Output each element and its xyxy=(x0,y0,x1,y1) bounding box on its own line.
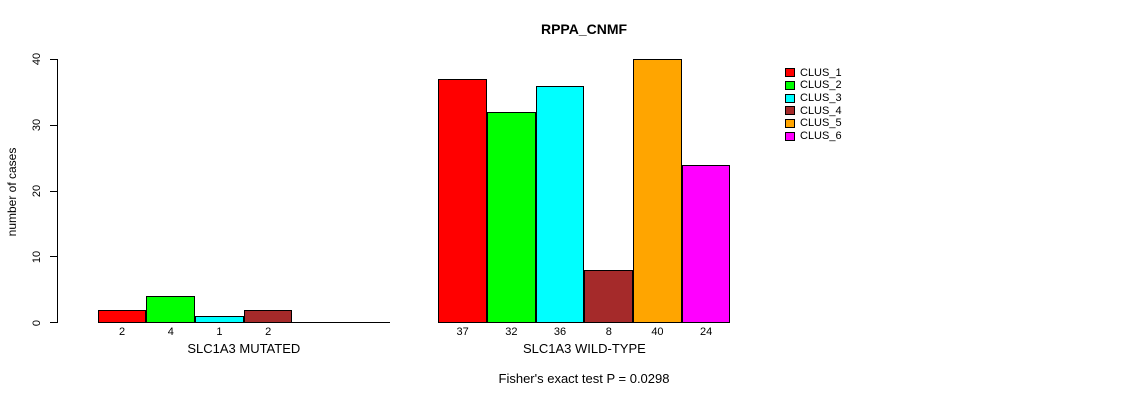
legend-item-clus_4: CLUS_4 xyxy=(785,105,842,117)
bar-clus_3 xyxy=(195,316,244,323)
legend-swatch xyxy=(785,93,795,103)
bar-clus_1 xyxy=(438,79,487,323)
bar-clus_4 xyxy=(243,309,293,323)
legend-item-clus_5: CLUS_5 xyxy=(785,117,842,129)
bar-value-label: 1 xyxy=(216,326,223,338)
legend-label: CLUS_1 xyxy=(800,66,842,79)
legend-swatch xyxy=(785,118,795,128)
y-axis-label: number of cases xyxy=(5,147,19,237)
bar-value-label: 37 xyxy=(456,326,469,338)
bar-clus_2 xyxy=(146,296,196,323)
legend-swatch xyxy=(785,68,795,78)
legend-label: CLUS_2 xyxy=(800,79,842,92)
x-axis-line xyxy=(97,322,390,323)
legend-swatch xyxy=(785,80,795,90)
legend-item-clus_6: CLUS_6 xyxy=(785,130,842,142)
legend-label: CLUS_3 xyxy=(800,92,842,105)
y-tick-mark xyxy=(50,322,57,324)
bar-clus_1 xyxy=(97,309,147,323)
bar-value-label: 24 xyxy=(700,326,713,338)
bar-value-label: 4 xyxy=(167,326,174,338)
y-tick-mark xyxy=(50,124,57,126)
fisher-test-annotation: Fisher's exact test P = 0.0298 xyxy=(498,371,670,386)
y-tick-label: 30 xyxy=(31,119,43,132)
x-axis-label-mutated: SLC1A3 MUTATED xyxy=(187,341,301,356)
bar-value-label: 40 xyxy=(651,326,664,338)
legend-item-clus_1: CLUS_1 xyxy=(785,67,842,79)
legend-swatch xyxy=(785,131,795,141)
bar-clus_6 xyxy=(681,164,731,323)
bar-value-label: 36 xyxy=(553,326,567,338)
legend-swatch xyxy=(785,106,795,116)
y-tick-label: 10 xyxy=(31,250,43,263)
bar-clus_3 xyxy=(535,85,585,323)
y-tick-label: 0 xyxy=(31,319,43,326)
bar-value-label: 2 xyxy=(265,326,272,338)
legend-item-clus_2: CLUS_2 xyxy=(785,79,842,91)
legend-item-clus_3: CLUS_3 xyxy=(785,92,842,104)
legend-label: CLUS_5 xyxy=(800,117,842,130)
bar-clus_4 xyxy=(584,270,634,323)
bar-clus_5 xyxy=(633,59,682,323)
x-axis-label-wildtype: SLC1A3 WILD-TYPE xyxy=(522,341,646,356)
y-tick-mark xyxy=(50,58,57,60)
legend-label: CLUS_6 xyxy=(800,130,842,143)
y-tick-label: 20 xyxy=(31,184,43,198)
legend-label: CLUS_4 xyxy=(800,104,842,117)
y-axis-line xyxy=(57,59,58,323)
y-tick-mark xyxy=(50,190,57,192)
y-tick-mark xyxy=(50,256,57,258)
bar-value-label: 2 xyxy=(118,326,126,338)
chart-title: RPPA_CNMF xyxy=(540,21,628,37)
bar-clus_2 xyxy=(487,111,536,323)
bar-value-label: 32 xyxy=(505,326,518,338)
y-tick-label: 40 xyxy=(31,53,43,66)
bar-value-label: 8 xyxy=(605,326,612,338)
